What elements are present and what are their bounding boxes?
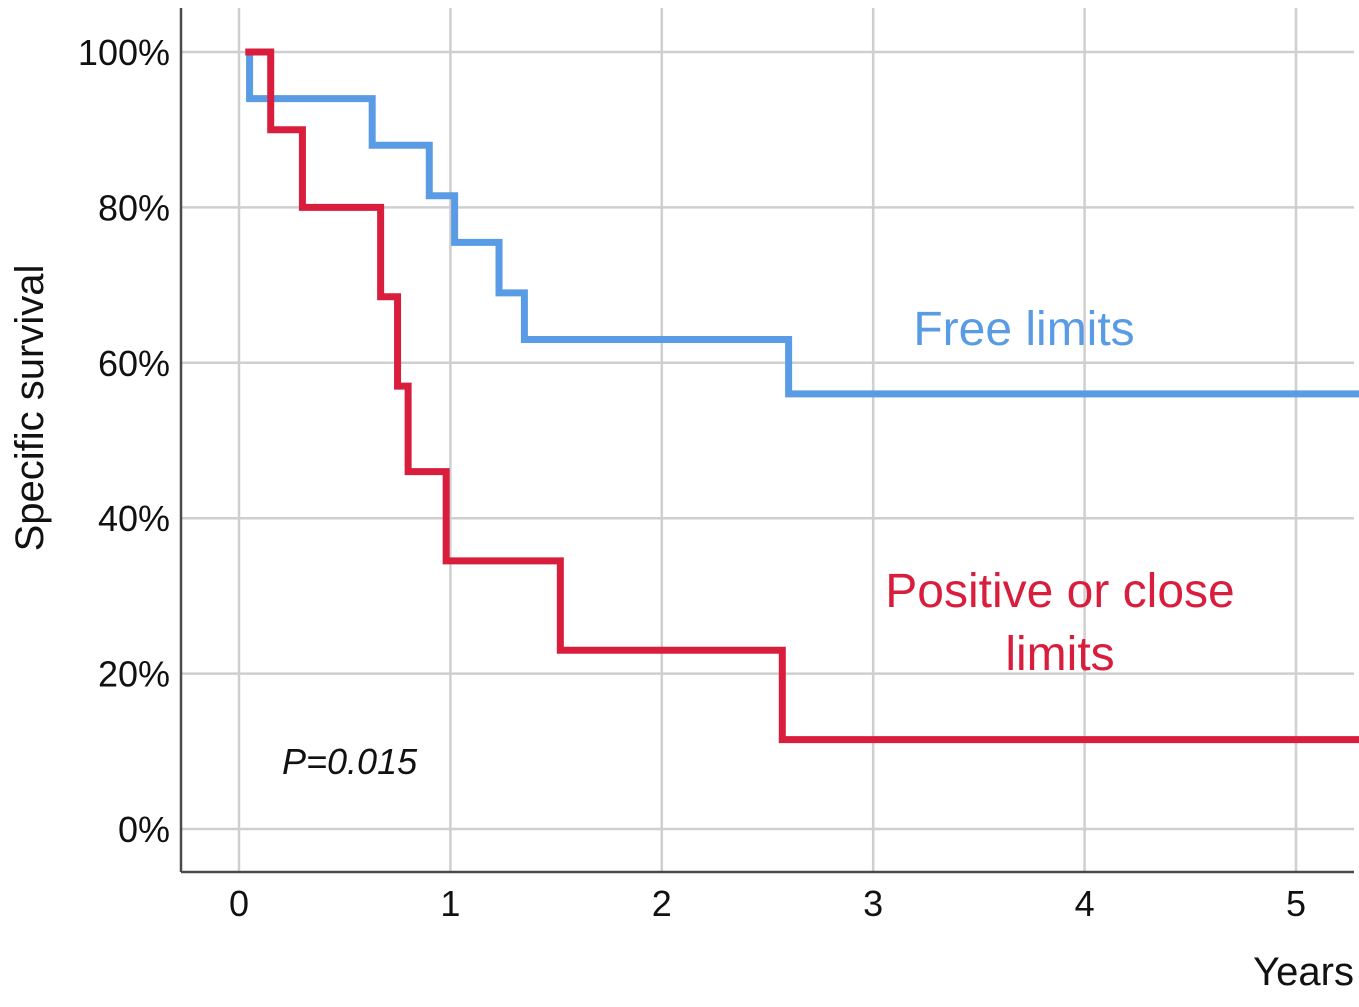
x-tick-label: 2 — [652, 883, 672, 924]
series-line-1 — [245, 48, 1359, 744]
x-tick-label: 4 — [1075, 883, 1095, 924]
x-tick-label: 5 — [1286, 883, 1306, 924]
y-tick-label: 20% — [98, 654, 170, 695]
x-tick-label: 1 — [440, 883, 460, 924]
series-lines — [245, 48, 1359, 744]
series-label-0: Free limits — [913, 303, 1134, 356]
series-labels: Free limits Positive or close limits — [885, 303, 1234, 681]
x-tick-label: 0 — [229, 883, 249, 924]
y-tick-label: 0% — [118, 809, 170, 850]
y-tick-label: 60% — [98, 343, 170, 384]
y-tick-label: 100% — [78, 32, 170, 73]
y-tick-label: 80% — [98, 187, 170, 228]
series-line-0 — [245, 48, 1359, 398]
y-axis-title: Specific survival — [8, 265, 52, 552]
tick-labels: 0% 20% 40% 60% 80% 100% 0 1 2 3 4 5 — [78, 32, 1306, 924]
grid-lines — [181, 8, 1354, 872]
series-label-1: Positive or close — [885, 565, 1234, 618]
x-axis-title: Years — [1253, 950, 1354, 994]
x-tick-label: 3 — [863, 883, 883, 924]
axes — [179, 8, 1354, 874]
p-value-annotation: P=0.015 — [282, 741, 418, 782]
y-tick-label: 40% — [98, 498, 170, 539]
series-label-1: limits — [1005, 628, 1114, 681]
